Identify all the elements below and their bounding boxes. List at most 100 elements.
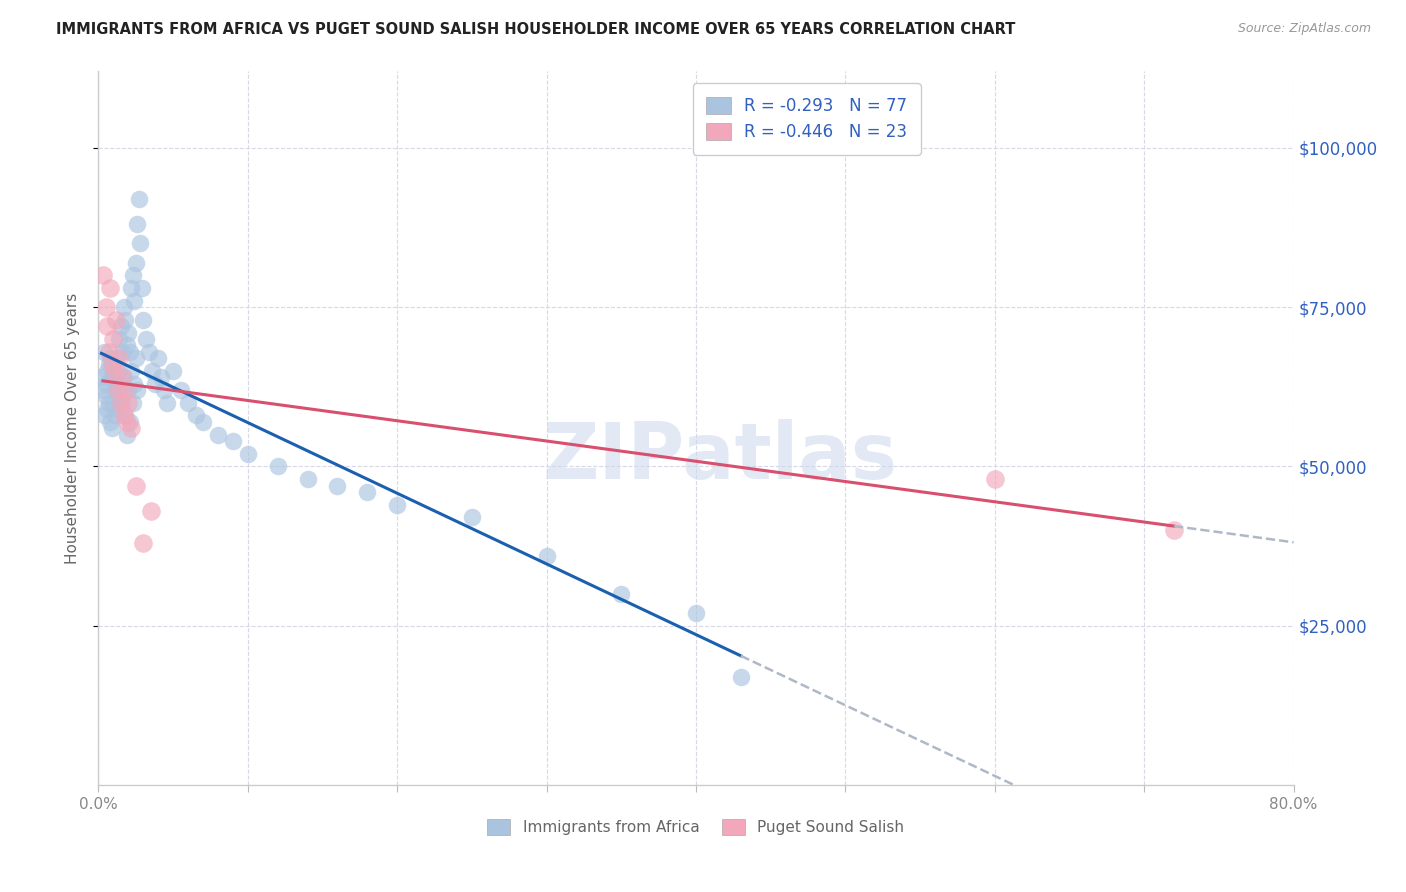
Point — [297, 472, 319, 486]
Point — [148, 351, 170, 365]
Point — [108, 351, 131, 365]
Point — [131, 281, 153, 295]
Point — [127, 217, 149, 231]
Point — [105, 351, 128, 365]
Point — [104, 409, 127, 423]
Y-axis label: Householder Income Over 65 years: Householder Income Over 65 years — [65, 293, 80, 564]
Point — [101, 370, 124, 384]
Point — [110, 389, 132, 403]
Point — [129, 236, 152, 251]
Text: IMMIGRANTS FROM AFRICA VS PUGET SOUND SALISH HOUSEHOLDER INCOME OVER 65 YEARS CO: IMMIGRANTS FROM AFRICA VS PUGET SOUND SA… — [56, 22, 1015, 37]
Point — [356, 484, 378, 499]
Point — [115, 338, 138, 352]
Point — [125, 255, 148, 269]
Point — [101, 421, 124, 435]
Point — [610, 587, 633, 601]
Point — [108, 332, 131, 346]
Point — [121, 395, 143, 409]
Point — [105, 313, 128, 327]
Point — [111, 344, 134, 359]
Point — [111, 370, 134, 384]
Point — [685, 606, 707, 620]
Point — [132, 313, 155, 327]
Point — [267, 459, 290, 474]
Point — [104, 376, 127, 391]
Point — [117, 326, 139, 340]
Point — [385, 498, 409, 512]
Point — [156, 395, 179, 409]
Point — [125, 351, 148, 365]
Text: ZIPatlas: ZIPatlas — [543, 418, 897, 495]
Point — [118, 344, 141, 359]
Point — [108, 376, 131, 391]
Point — [93, 409, 115, 423]
Point — [110, 319, 132, 334]
Point — [103, 395, 125, 409]
Point — [120, 421, 142, 435]
Point — [153, 383, 176, 397]
Point — [536, 549, 558, 563]
Point — [150, 370, 173, 384]
Point — [177, 395, 200, 409]
Point — [112, 409, 135, 423]
Text: Source: ZipAtlas.com: Source: ZipAtlas.com — [1237, 22, 1371, 36]
Point — [110, 395, 132, 409]
Point — [984, 472, 1007, 486]
Point — [207, 427, 229, 442]
Point — [93, 344, 115, 359]
Point — [111, 395, 134, 409]
Point — [96, 364, 118, 378]
Point — [124, 376, 146, 391]
Point — [103, 332, 125, 346]
Point — [117, 395, 139, 409]
Point — [114, 409, 136, 423]
Point — [730, 670, 752, 684]
Point — [115, 427, 138, 442]
Point — [169, 383, 191, 397]
Point — [98, 351, 122, 365]
Point — [120, 364, 142, 378]
Point — [96, 402, 118, 417]
Point — [112, 370, 135, 384]
Point — [94, 376, 117, 391]
Point — [105, 383, 128, 397]
Point — [128, 192, 150, 206]
Point — [135, 332, 157, 346]
Point — [143, 376, 166, 391]
Point — [326, 478, 349, 492]
Point — [107, 383, 129, 397]
Point — [91, 383, 114, 397]
Point — [112, 300, 135, 314]
Point — [90, 370, 112, 384]
Point — [141, 364, 163, 378]
Point — [191, 415, 214, 429]
Point — [107, 402, 129, 417]
Point — [104, 364, 127, 378]
Point — [97, 344, 120, 359]
Point — [97, 358, 120, 372]
Point — [96, 319, 118, 334]
Point — [132, 536, 155, 550]
Point — [125, 478, 148, 492]
Point — [94, 300, 117, 314]
Point — [115, 415, 138, 429]
Point — [120, 281, 142, 295]
Point — [121, 268, 143, 283]
Point — [103, 364, 125, 378]
Point — [236, 447, 259, 461]
Point — [118, 415, 141, 429]
Point — [162, 364, 184, 378]
Point — [117, 383, 139, 397]
Point — [222, 434, 245, 448]
Point — [94, 389, 117, 403]
Point — [127, 383, 149, 397]
Point — [114, 313, 136, 327]
Point — [138, 344, 160, 359]
Point — [139, 504, 162, 518]
Point — [98, 281, 122, 295]
Point — [97, 395, 120, 409]
Point — [91, 268, 114, 283]
Point — [461, 510, 484, 524]
Point — [1163, 523, 1185, 537]
Point — [114, 383, 136, 397]
